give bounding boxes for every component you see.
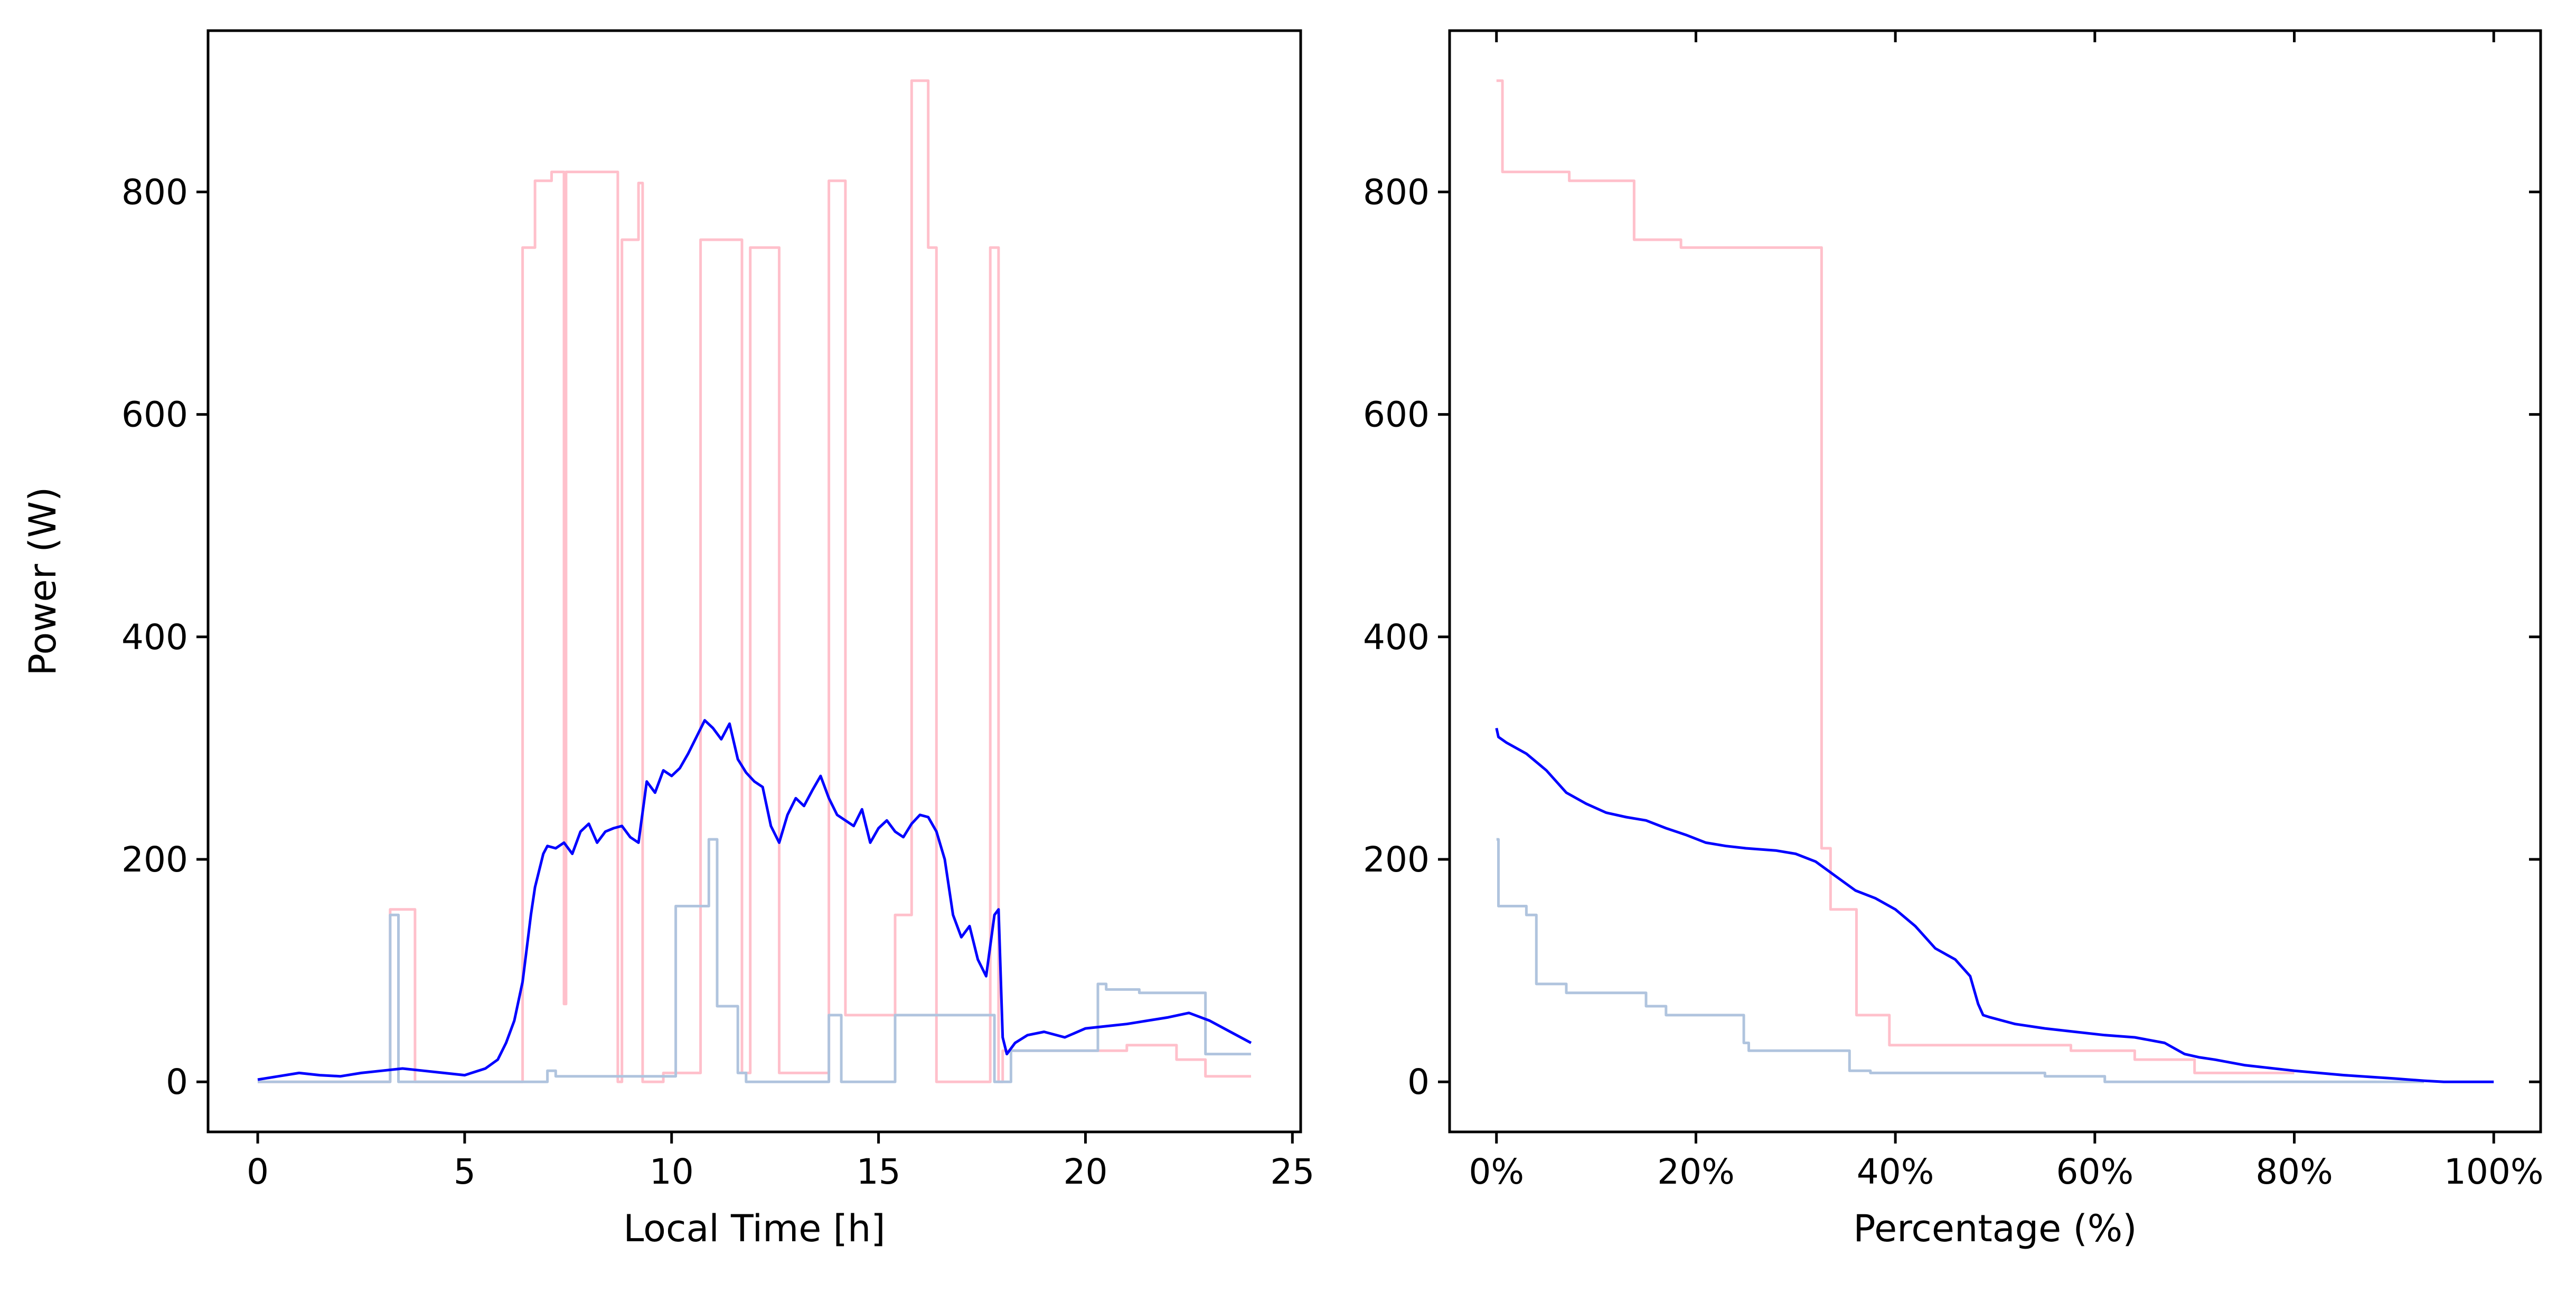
x-tick-label: 25 [1270,1151,1314,1192]
x-tick-label: 0% [1469,1151,1524,1192]
y-tick-label: 0 [1407,1062,1430,1102]
y-tick-label: 800 [121,172,188,212]
plot-frame [1448,29,2542,1133]
plot-frame [206,29,1302,1133]
y-tick-label: 600 [121,395,188,435]
series-line-2 [1495,727,2494,1083]
right-chart-panel: 0% 20% 40% 60% 80% 100% 0 200 400 600 800 Percentag… [1363,29,2544,1250]
y-tick-label: 400 [121,617,188,658]
x-tick-label: 40% [1857,1151,1934,1192]
y-tick-label: 0 [166,1062,188,1102]
y-tick-label: 400 [1363,617,1430,658]
x-tick-label: 80% [2255,1151,2333,1192]
x-tick-label: 20 [1063,1151,1107,1192]
series-line-1 [258,838,1251,1083]
y-tick-label: 600 [1363,395,1430,435]
x-axis-label: Percentage (%) [1853,1207,2137,1250]
series-line-1 [1496,838,2424,1083]
x-axis-label: Local Time [h] [623,1207,885,1250]
left-chart-panel: 0 5 10 15 20 25 0 200 400 600 800 Local Time [h] Pow… [21,29,1314,1250]
y-axis-label: Power (W) [21,487,64,676]
y-tick-label: 200 [1363,839,1430,880]
y-tick-label: 800 [1363,172,1430,212]
x-tick-label: 100% [2444,1151,2544,1192]
y-tick-label: 200 [121,839,188,880]
series-line-0 [1496,79,2295,1074]
x-tick-label: 5 [454,1151,476,1192]
series-line-2 [257,719,1252,1081]
x-tick-label: 0 [247,1151,269,1192]
x-tick-label: 10 [650,1151,694,1192]
x-tick-label: 60% [2056,1151,2133,1192]
x-tick-label: 15 [857,1151,901,1192]
x-tick-label: 20% [1657,1151,1735,1192]
